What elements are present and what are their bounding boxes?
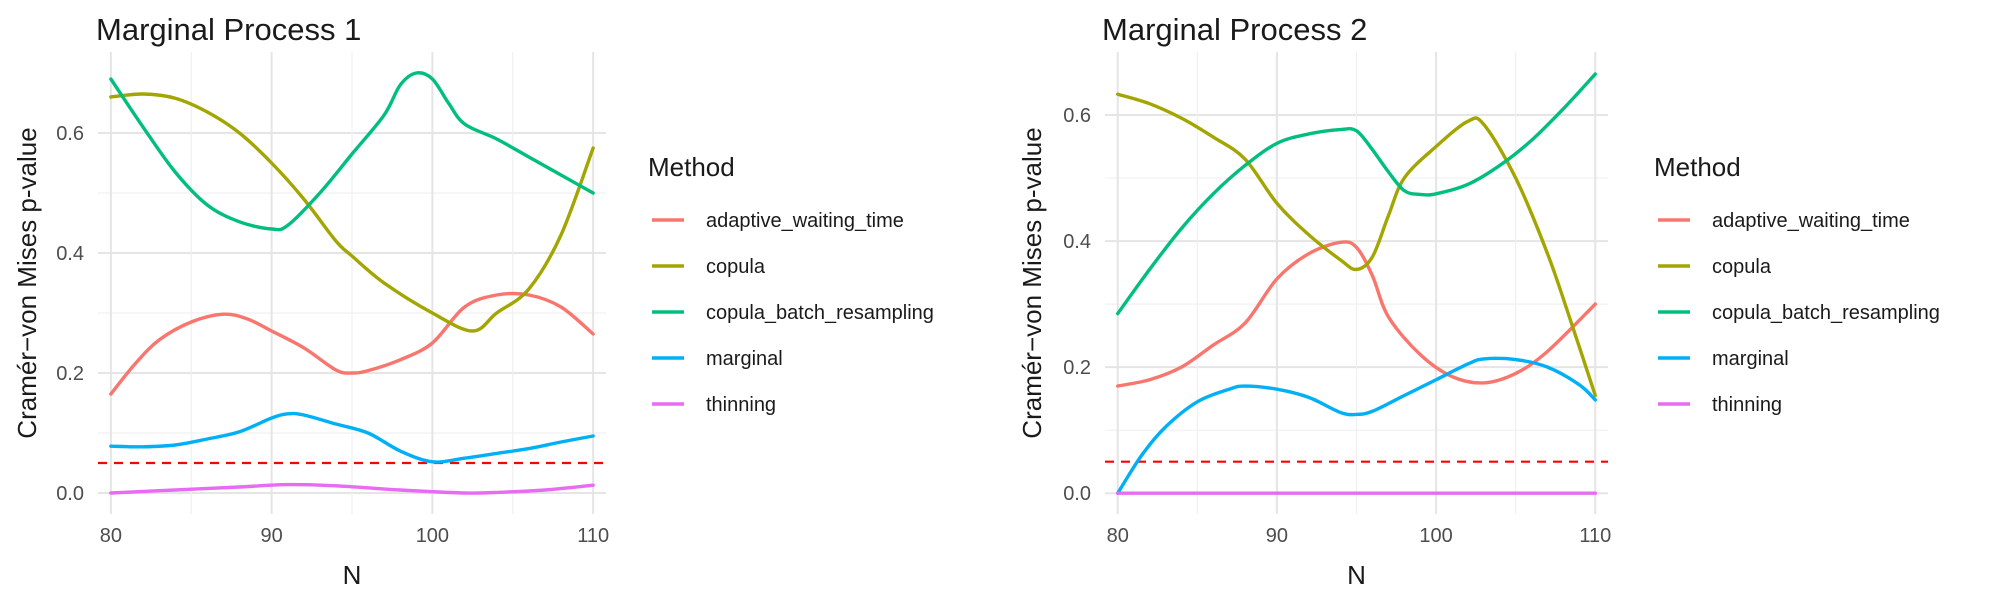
series-line-copula — [1116, 92, 1597, 398]
chart-panel-2: 0.0 0.2 0.4 0.6 80 90 100 110 Marginal Process 2… — [1017, 12, 1940, 590]
x-axis-title: N — [343, 560, 362, 590]
chart-title: Marginal Process 2 — [1102, 12, 1367, 47]
series-line-adaptive-waiting-time — [1116, 240, 1597, 388]
series-line-marginal — [1116, 356, 1597, 495]
grid — [1105, 52, 1608, 514]
legend-label: marginal — [706, 348, 783, 370]
series-line-adaptive-waiting-time — [109, 291, 595, 396]
legend-label: copula — [706, 256, 766, 278]
legend-label: copula_batch_resampling — [1712, 302, 1940, 324]
series-line-thinning — [109, 482, 595, 495]
y-tick-label: 0.0 — [56, 483, 84, 505]
series-line-marginal — [109, 411, 595, 464]
legend-title: Method — [648, 152, 735, 182]
legend-label: adaptive_waiting_time — [1712, 210, 1910, 232]
x-tick-label: 80 — [1107, 525, 1129, 547]
x-tick-label: 80 — [100, 525, 122, 547]
x-tick-label: 110 — [1579, 525, 1611, 547]
x-tick-label: 90 — [260, 525, 282, 547]
y-tick-label: 0.6 — [1063, 105, 1091, 127]
series-line-copula-batch-resampling — [1116, 72, 1597, 316]
legend-label: copula — [1712, 256, 1772, 278]
legend-title: Method — [1654, 152, 1741, 182]
legend-label: marginal — [1712, 348, 1789, 370]
series-line-copula-batch-resampling — [109, 71, 595, 232]
x-tick-label: 90 — [1266, 525, 1288, 547]
x-axis-title: N — [1347, 560, 1366, 590]
legend-label: thinning — [1712, 394, 1782, 416]
y-tick-label: 0.4 — [56, 243, 84, 265]
y-tick-label: 0.4 — [1063, 231, 1091, 253]
y-axis-title: Cramér−von Mises p-value — [12, 127, 42, 438]
legend-label: thinning — [706, 394, 776, 416]
legend-label: copula_batch_resampling — [706, 302, 934, 324]
series-line-copula — [109, 92, 595, 333]
legend-label: adaptive_waiting_time — [706, 210, 904, 232]
chart-title: Marginal Process 1 — [96, 12, 361, 47]
y-tick-label: 0.2 — [56, 363, 84, 385]
x-tick-label: 100 — [1419, 525, 1452, 547]
x-tick-label: 110 — [577, 525, 609, 547]
y-tick-label: 0.2 — [1063, 357, 1091, 379]
chart-panel-1: 0.0 0.2 0.4 0.6 80 90 100 110 Marginal Process 1… — [12, 12, 934, 590]
y-axis-title: Cramér−von Mises p-value — [1017, 127, 1047, 438]
x-tick-label: 100 — [416, 525, 449, 547]
y-tick-label: 0.6 — [56, 123, 84, 145]
y-tick-label: 0.0 — [1063, 483, 1091, 505]
